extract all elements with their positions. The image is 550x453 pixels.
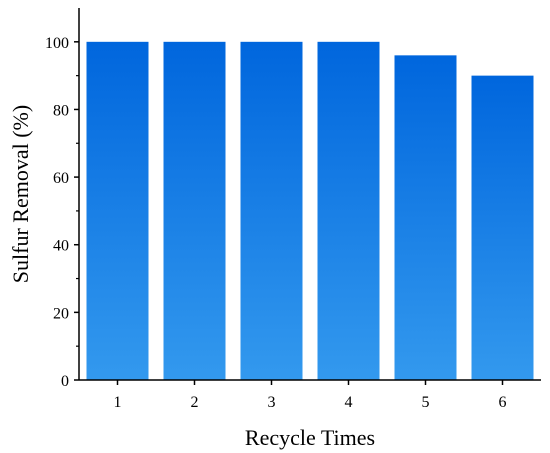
axes-layer [74, 8, 541, 385]
bar-1 [86, 41, 149, 381]
bar-4 [317, 41, 380, 381]
x-tick-label-1: 1 [114, 394, 122, 411]
x-tick-label-5: 5 [422, 394, 430, 411]
y-tick-label-40: 40 [53, 238, 69, 255]
bar-3 [240, 41, 303, 381]
x-tick-label-6: 6 [499, 394, 507, 411]
y-axis-title: Sulfur Removal (%) [8, 105, 33, 283]
y-tick-label-0: 0 [61, 373, 69, 390]
x-axis-title: Recycle Times [245, 425, 375, 450]
y-tick-label-100: 100 [45, 35, 69, 52]
x-tick-label-4: 4 [345, 394, 353, 411]
y-tick-label-20: 20 [53, 305, 69, 322]
x-tick-label-2: 2 [191, 394, 199, 411]
y-tick-label-60: 60 [53, 170, 69, 187]
x-tick-label-3: 3 [268, 394, 276, 411]
y-tick-label-80: 80 [53, 102, 69, 119]
bars-layer [86, 41, 534, 381]
bar-2 [163, 41, 226, 381]
bar-6 [471, 75, 534, 381]
bar-5 [394, 55, 457, 380]
